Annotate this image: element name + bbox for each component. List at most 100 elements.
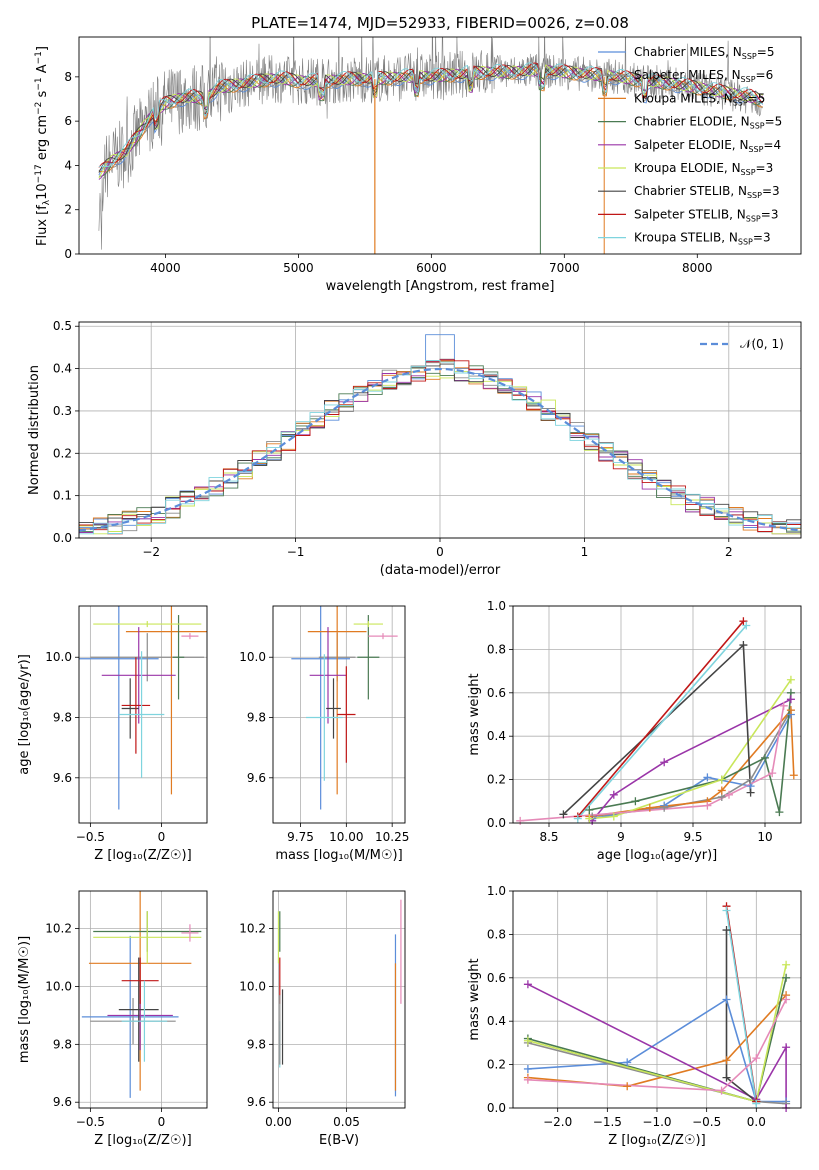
legend-sep: , [729,207,737,221]
legend-sub: SSP [733,98,748,107]
x-axis-label: age [log₁₀(age/yr)] [597,848,718,863]
weight-point-marker [523,1075,532,1084]
legend-sub: SSP [747,191,762,200]
y-tick-label: 10.2 [45,922,72,936]
axes-frame [78,321,802,539]
weight-point-marker [786,675,795,684]
legend-sub: SSP [741,168,756,177]
plot-area [79,334,801,535]
legend-eq: = [765,115,775,129]
legend-eq: = [756,161,766,175]
x-tick-label: 8000 [682,261,713,275]
y-tick-label: 0.6 [487,686,506,700]
y-label-part: λ [42,199,52,205]
plot-area [79,606,207,810]
x-tick-label: 0 [436,545,444,559]
legend-name: Salpeter STELIB [634,207,729,221]
x-tick-label: 0 [158,830,166,844]
y-tick-label: 0.2 [487,773,506,787]
y-label-part: erg cm [35,115,50,164]
plot-area [277,899,402,1097]
y-tick-label: 10.0 [45,650,72,664]
y-tick-label: 0.8 [487,642,506,656]
model-spectrum [98,62,763,168]
legend-entry: Salpeter ELODIE, NSSP=4 [634,138,781,154]
weight-point-marker [742,621,751,630]
axes-frame [272,605,406,824]
axes-frame [512,890,802,1109]
legend-eq: = [762,184,772,198]
weight-series-line [725,910,758,1104]
weight-point-marker [752,1099,761,1108]
y-tick-label: 0 [64,247,72,261]
legend-nssp: 3 [766,161,774,175]
weight-point-marker [609,812,618,821]
y-tick-label: 10.2 [239,922,266,936]
x-tick-label: −2 [142,545,160,559]
y-tick-label: 0.5 [53,319,72,333]
weight-point-marker [623,1058,632,1067]
y-tick-label: 9.8 [247,1037,266,1051]
weight-point-marker [660,803,669,812]
legend-n: N [729,231,738,245]
legend-sep: , [716,91,724,105]
x-tick-label: −1.5 [593,1115,622,1129]
model-spectrum [98,65,763,180]
weight-point-marker [516,816,525,825]
weight-point-marker [746,775,755,784]
y-axis-label: mass weight [467,673,482,755]
age-vs-mass-panel: 9.75 10.00 10.25 9.6 9.8 10.0 mass [log₁₀(M/M☉… [239,605,409,863]
x-tick-label: 9.75 [287,830,314,844]
legend-name: Chabrier STELIB [634,184,730,198]
plot-area [98,37,764,254]
legend-sep: , [724,161,732,175]
weight-point-marker [786,706,795,715]
legend-n: N [737,207,746,221]
legend-sub: SSP [742,52,757,61]
y-tick-label: 0.4 [487,1014,506,1028]
weight-point-marker [782,973,791,982]
y-label-part: −1 [34,51,44,64]
y-label-part: −2 [34,102,44,115]
legend-n: N [733,45,742,59]
y-tick-label: 2 [64,203,72,217]
legend-nssp: 4 [773,138,781,152]
axes-frame [512,605,802,824]
legend-entry: Chabrier ELODIE, NSSP=5 [634,115,782,131]
y-tick-label: 0.3 [53,404,72,418]
residuals-panel: −2 −1 0 1 2 0.0 0.1 0.2 0.3 0.4 0.5 (data-model)/er… [27,319,802,578]
legend-entry: Kroupa MILES, NSSP=5 [634,91,765,107]
x-axis-label: wavelength [Angstrom, rest frame] [326,279,555,294]
weight-point-marker [631,797,640,806]
legend-entry: 𝒩(0, 1) [740,337,784,351]
legend-nssp: 3 [771,207,779,221]
legend-n: N [732,161,741,175]
weight-series-line [591,698,792,822]
y-tick-label: 9.6 [247,1095,266,1109]
spectrum-panel: 4000 5000 6000 7000 8000 0 2 4 6 8 wavelength [Ang… [34,14,802,294]
weight-point-marker [609,790,618,799]
legend-entry: Kroupa ELODIE, NSSP=3 [634,161,773,177]
legend-nssp: 5 [758,91,766,105]
y-tick-label: 0.2 [487,1058,506,1072]
legend-sep: , [724,68,732,82]
y-tick-label: 0.6 [487,971,506,985]
y-label-part: s [35,90,50,101]
legend-sep: , [725,45,733,59]
weight-series-line [589,679,792,820]
weight-point-marker [722,995,731,1004]
legend-sep: , [730,184,738,198]
weight-point-marker [786,695,795,704]
weight-point-marker [739,641,748,650]
weight-series-line [527,983,787,1108]
legend-entry: Kroupa STELIB, NSSP=3 [634,231,771,247]
y-label-part: ] [35,46,50,51]
weight-point-marker [722,1073,731,1082]
legend-entry: Chabrier STELIB, NSSP=3 [634,184,780,200]
x-tick-label: 9.5 [683,830,702,844]
y-label-part: −17 [34,164,44,183]
weight-point-marker [660,758,669,767]
weight-series-line [577,624,747,820]
legend-name: Kroupa ELODIE [634,161,724,175]
